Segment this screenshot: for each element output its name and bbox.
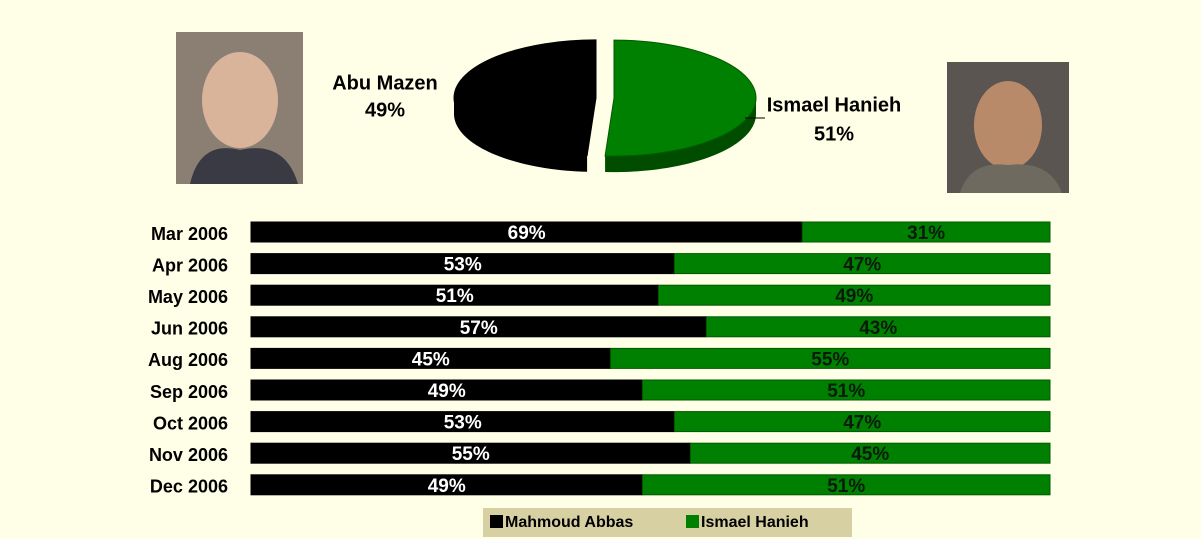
bar-segment bbox=[801, 221, 1051, 243]
bar-segment bbox=[705, 316, 1051, 338]
bar-segment bbox=[673, 411, 1051, 433]
bar-segment bbox=[657, 284, 1051, 306]
y-tick-label: Sep 2006 bbox=[150, 382, 228, 402]
photo-hanieh bbox=[947, 62, 1069, 193]
bar-value-label: 43% bbox=[859, 318, 897, 339]
y-tick-label: Jun 2006 bbox=[151, 319, 228, 339]
bar-value-label: 45% bbox=[851, 444, 889, 465]
pie-slice bbox=[604, 39, 757, 157]
bar-value-label: 57% bbox=[460, 318, 498, 339]
photo-abbas bbox=[176, 32, 303, 184]
bar-segment bbox=[673, 253, 1051, 275]
pie-value-label: 49% bbox=[365, 99, 405, 121]
bar-value-label: 69% bbox=[508, 223, 546, 244]
bar-value-label: 55% bbox=[452, 444, 490, 465]
bar-value-label: 51% bbox=[827, 476, 865, 497]
y-tick-label: Nov 2006 bbox=[149, 445, 228, 465]
bar-value-label: 49% bbox=[835, 286, 873, 307]
bar-value-label: 49% bbox=[428, 476, 466, 497]
bar-segment bbox=[689, 442, 1051, 464]
bar-value-label: 51% bbox=[827, 381, 865, 402]
legend-label: Ismael Hanieh bbox=[701, 514, 809, 531]
bar-value-label: 47% bbox=[843, 413, 881, 434]
y-tick-label: Mar 2006 bbox=[151, 224, 228, 244]
y-tick-label: Oct 2006 bbox=[153, 413, 228, 433]
pie-label: Ismael Hanieh bbox=[767, 94, 902, 116]
bar-value-label: 47% bbox=[843, 255, 881, 276]
legend-box bbox=[483, 508, 852, 537]
bar-segment bbox=[610, 347, 1051, 369]
y-tick-label: Aug 2006 bbox=[148, 350, 228, 370]
bar-value-label: 49% bbox=[428, 381, 466, 402]
pie-slice bbox=[453, 39, 597, 157]
pie-value-label: 51% bbox=[814, 123, 854, 145]
bar-value-label: 53% bbox=[444, 413, 482, 434]
legend-swatch bbox=[490, 515, 503, 528]
y-tick-label: Dec 2006 bbox=[150, 477, 228, 497]
bar-value-label: 53% bbox=[444, 255, 482, 276]
y-tick-label: May 2006 bbox=[148, 287, 228, 307]
pie-label: Abu Mazen bbox=[332, 72, 438, 94]
legend-swatch bbox=[686, 515, 699, 528]
bar-segment bbox=[642, 474, 1051, 496]
legend-label: Mahmoud Abbas bbox=[505, 514, 633, 531]
bar-segment bbox=[642, 379, 1051, 401]
bar-value-label: 51% bbox=[436, 286, 474, 307]
bar-value-label: 55% bbox=[811, 349, 849, 370]
y-tick-label: Apr 2006 bbox=[152, 255, 228, 275]
bar-value-label: 45% bbox=[412, 349, 450, 370]
bar-value-label: 31% bbox=[907, 223, 945, 244]
pie-side bbox=[605, 98, 756, 173]
